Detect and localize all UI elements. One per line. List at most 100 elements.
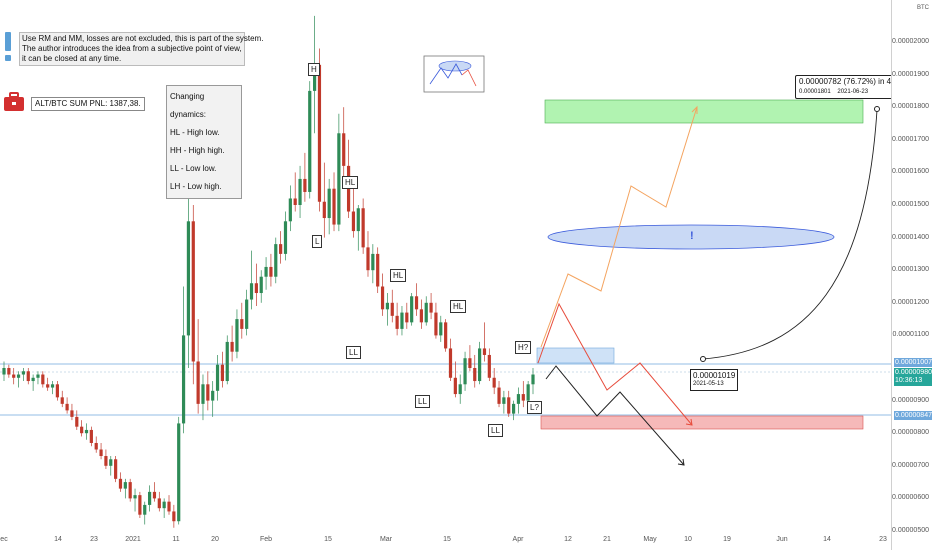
candle-body bbox=[50, 384, 55, 388]
price-tag-upper: 0.00001007 bbox=[894, 358, 932, 367]
y-tick-label: 0.00000500 bbox=[892, 527, 929, 534]
candle-body bbox=[521, 394, 525, 401]
x-tick-label: 20 bbox=[211, 536, 219, 543]
y-tick-label: 0.00001100 bbox=[892, 331, 929, 339]
x-tick-label: 11 bbox=[172, 536, 180, 543]
y-tick-label: 0.00001200 bbox=[892, 298, 929, 306]
candle-body bbox=[332, 188, 336, 225]
candle-body bbox=[390, 302, 394, 316]
candle-body bbox=[7, 368, 11, 375]
candle-body bbox=[516, 394, 521, 404]
x-tick-label: 15 bbox=[324, 536, 332, 543]
path-orange bbox=[540, 106, 698, 348]
wave-label-hl-1: HL bbox=[342, 176, 359, 189]
wave-label-hl-2: HL bbox=[390, 269, 407, 282]
y-tick-label: 0.00000600 bbox=[892, 494, 929, 502]
candle-body bbox=[201, 384, 205, 404]
y-tick-label: 0.00001300 bbox=[892, 266, 929, 274]
wave-label-hl-3: HL bbox=[450, 300, 467, 313]
dynamics-lh: LH - Low high. bbox=[170, 182, 222, 191]
candle-body bbox=[133, 495, 137, 499]
disclaimer-box: Use RM and MM, losses are not excluded, … bbox=[19, 32, 264, 66]
price-axis[interactable]: BTC bbox=[891, 0, 932, 550]
candle-body bbox=[376, 253, 380, 287]
ellipse-exclamation: ! bbox=[690, 230, 694, 242]
candle-body bbox=[444, 322, 448, 349]
candle-body bbox=[351, 211, 356, 232]
candle-body bbox=[264, 266, 268, 277]
candle-body bbox=[249, 283, 254, 300]
wave-label-ll-3: LL bbox=[488, 424, 503, 437]
candle-body bbox=[317, 64, 322, 202]
x-tick-label: Mar bbox=[379, 536, 393, 543]
x-tick-label: 14 bbox=[823, 536, 831, 543]
candle-body bbox=[283, 221, 288, 254]
candle-body bbox=[80, 426, 84, 434]
candle-body bbox=[206, 384, 210, 401]
y-tick-label: 0.00000800 bbox=[892, 429, 929, 437]
path-black bbox=[545, 365, 685, 466]
candle-body bbox=[70, 410, 74, 417]
candle-body bbox=[424, 302, 428, 323]
disclaimer-line-1: Use RM and MM, losses are not excluded, … bbox=[22, 34, 264, 43]
candle-body bbox=[371, 253, 375, 271]
candle-body bbox=[172, 511, 176, 522]
wave-label-l: L bbox=[312, 235, 323, 248]
target-date: 2021-06-23 bbox=[837, 89, 869, 95]
candle-body bbox=[84, 429, 89, 434]
candle-body bbox=[147, 491, 152, 505]
wave-label-h-question: H? bbox=[515, 341, 532, 354]
candle-body bbox=[89, 429, 93, 443]
target-label: 0.00000782 (76.72%) in 41d 0.00001801 20… bbox=[795, 75, 904, 99]
candle-body bbox=[434, 312, 438, 336]
briefcase-icon bbox=[4, 92, 24, 111]
candle-body bbox=[211, 390, 215, 401]
target-price: 0.00001801 bbox=[799, 89, 831, 95]
candle-body bbox=[46, 384, 50, 388]
candle-body bbox=[269, 266, 273, 277]
candle-body bbox=[60, 397, 64, 404]
projection-curve bbox=[702, 109, 878, 360]
candle-body bbox=[99, 449, 103, 457]
x-tick-label: 23 bbox=[90, 536, 98, 543]
path-red-arrowhead bbox=[685, 418, 693, 426]
stop-zone-red bbox=[540, 415, 864, 430]
dynamics-hh: HH - High high. bbox=[170, 146, 225, 155]
x-tick-label: Feb bbox=[259, 536, 273, 543]
candle-body bbox=[123, 482, 127, 489]
x-tick-label: 23 bbox=[879, 536, 887, 543]
start-price: 0.00001019 bbox=[693, 371, 736, 380]
candle-body bbox=[458, 384, 462, 395]
x-tick-label: ec bbox=[0, 536, 8, 543]
candle-body bbox=[405, 312, 409, 323]
candle-body bbox=[279, 244, 283, 254]
x-tick-label: Jun bbox=[776, 536, 788, 543]
candle-body bbox=[439, 322, 443, 336]
candle-body bbox=[468, 358, 472, 368]
candle-body bbox=[361, 208, 365, 248]
x-tick-label: 12 bbox=[564, 536, 572, 543]
candle-body bbox=[507, 397, 511, 414]
candle-body bbox=[453, 377, 457, 395]
candle-body bbox=[152, 491, 157, 499]
x-tick-label: 19 bbox=[723, 536, 731, 543]
candle-body bbox=[16, 374, 21, 378]
candle-body bbox=[254, 283, 258, 294]
candle-body bbox=[463, 358, 467, 385]
countdown: 10:36:13 bbox=[895, 377, 923, 384]
candle-body bbox=[118, 478, 123, 489]
candle-body bbox=[419, 309, 423, 323]
candle-body bbox=[410, 296, 414, 323]
candle-body bbox=[478, 348, 482, 382]
path-black-arrowhead bbox=[677, 458, 685, 466]
candle-body bbox=[157, 498, 161, 509]
exclamation-icon bbox=[5, 32, 11, 62]
x-tick-label: 21 bbox=[603, 536, 611, 543]
candle-body bbox=[303, 178, 307, 192]
candle-body bbox=[400, 312, 404, 329]
candle-body bbox=[313, 64, 317, 91]
price-tag-current: 0.00000980 10:36:13 bbox=[894, 368, 932, 386]
candle-body bbox=[220, 364, 224, 382]
candle-body bbox=[21, 371, 26, 375]
